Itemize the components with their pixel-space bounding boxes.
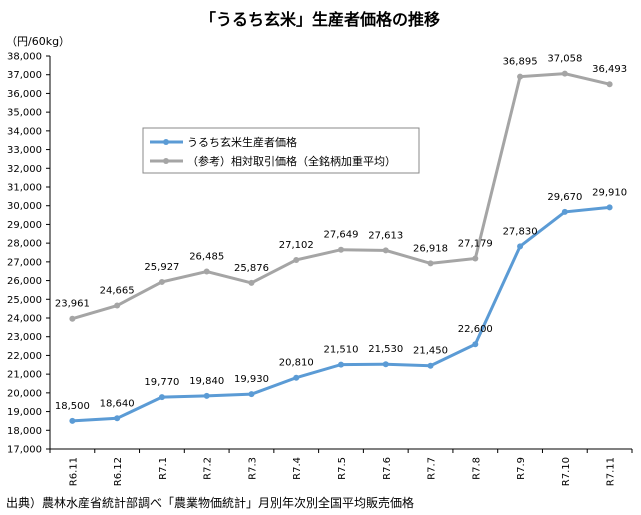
data-point (517, 243, 524, 250)
y-tick-label: 23,000 (7, 332, 42, 343)
y-tick-label: 31,000 (7, 183, 42, 194)
y-tick-label: 21,000 (7, 370, 42, 381)
y-tick-label: 22,000 (7, 351, 42, 362)
data-point (561, 70, 568, 77)
y-tick-label: 17,000 (7, 445, 42, 456)
data-point (293, 256, 300, 263)
data-point (69, 417, 76, 424)
data-point (427, 362, 434, 369)
data-label: 18,640 (100, 398, 135, 409)
y-tick-label: 37,000 (7, 70, 42, 81)
data-point (382, 247, 389, 254)
data-label: 21,510 (324, 345, 359, 356)
legend-label: （参考）相対取引価格（全銘柄加重平均） (187, 154, 396, 168)
data-point (561, 208, 568, 215)
data-label: 25,876 (234, 263, 269, 274)
legend-label: うるち玄米生産者価格 (187, 135, 297, 149)
data-point (69, 315, 76, 322)
data-label: 21,450 (413, 346, 448, 357)
data-label: 20,810 (279, 358, 314, 369)
data-label: 24,665 (100, 286, 135, 297)
data-label: 37,058 (547, 54, 582, 65)
data-point (158, 278, 165, 285)
x-tick-label: R7.7 (427, 457, 438, 480)
y-tick-label: 19,000 (7, 407, 42, 418)
data-label: 27,649 (324, 230, 359, 241)
data-point (427, 260, 434, 267)
data-point (114, 415, 121, 422)
data-point (606, 81, 613, 88)
data-label: 25,927 (144, 262, 179, 273)
source-note: 出典）農林水産省統計部調べ「農業物価統計」月別年次別全国平均販売価格 (6, 495, 414, 510)
data-label: 27,102 (279, 240, 314, 251)
data-point (472, 255, 479, 262)
data-label: 21,530 (368, 344, 403, 355)
y-tick-label: 18,000 (7, 426, 42, 437)
data-label: 19,770 (144, 377, 179, 388)
x-tick-label: R7.4 (292, 457, 303, 480)
y-tick-label: 33,000 (7, 145, 42, 156)
y-tick-label: 32,000 (7, 164, 42, 175)
data-label: 29,910 (592, 187, 627, 198)
data-label: 29,670 (547, 192, 582, 203)
y-tick-label: 28,000 (7, 239, 42, 250)
data-point (248, 391, 255, 398)
x-tick-label: R7.3 (247, 457, 258, 480)
x-tick-label: R7.8 (471, 457, 482, 480)
data-label: 36,895 (503, 57, 538, 68)
x-tick-label: R7.2 (203, 457, 214, 480)
data-label: 18,500 (55, 401, 90, 412)
y-axis-label: （円/60kg） (6, 35, 70, 48)
y-tick-label: 36,000 (7, 89, 42, 100)
data-point (248, 279, 255, 286)
series-line-1 (71, 72, 610, 321)
data-label: 36,493 (592, 64, 627, 75)
data-label: 27,613 (368, 230, 403, 241)
x-tick-label: R7.9 (516, 457, 527, 480)
data-point (114, 302, 121, 309)
y-tick-label: 26,000 (7, 276, 42, 287)
data-label: 27,830 (503, 226, 538, 237)
data-point (338, 246, 344, 253)
data-point (158, 394, 165, 401)
x-tick-label: R6.12 (113, 457, 124, 486)
data-point (293, 374, 300, 381)
y-tick-label: 20,000 (7, 388, 42, 399)
legend-marker (163, 139, 169, 145)
y-tick-label: 38,000 (7, 52, 42, 63)
data-point (606, 204, 613, 211)
data-label: 26,918 (413, 243, 448, 254)
chart-title: 「うるち玄米」生産者価格の推移 (200, 10, 440, 29)
data-label: 19,930 (234, 374, 269, 385)
y-tick-label: 34,000 (7, 126, 42, 137)
data-point (382, 361, 389, 368)
data-point (203, 268, 210, 275)
y-tick-label: 25,000 (7, 295, 42, 306)
data-point (203, 392, 210, 399)
data-point (472, 341, 479, 348)
data-label: 26,485 (189, 251, 224, 262)
data-label: 19,840 (189, 376, 224, 387)
y-tick-label: 29,000 (7, 220, 42, 231)
x-tick-label: R7.5 (337, 457, 348, 480)
legend-marker (163, 158, 169, 164)
y-tick-label: 35,000 (7, 108, 42, 119)
data-point (338, 361, 344, 368)
data-label: 27,179 (458, 239, 493, 250)
x-tick-label: R7.1 (158, 457, 169, 480)
y-tick-label: 27,000 (7, 257, 42, 268)
y-tick-label: 24,000 (7, 314, 42, 325)
data-label: 23,961 (55, 299, 90, 310)
data-point (517, 73, 524, 80)
x-tick-label: R7.11 (606, 457, 617, 486)
y-tick-label: 30,000 (7, 201, 42, 212)
x-tick-label: R7.10 (561, 457, 572, 486)
x-tick-label: R7.6 (382, 457, 393, 480)
data-label: 22,600 (458, 324, 493, 335)
legend: うるち玄米生産者価格 （参考）相対取引価格（全銘柄加重平均） (142, 127, 420, 174)
x-tick-label: R6.11 (68, 457, 79, 486)
legend-box (142, 127, 420, 174)
